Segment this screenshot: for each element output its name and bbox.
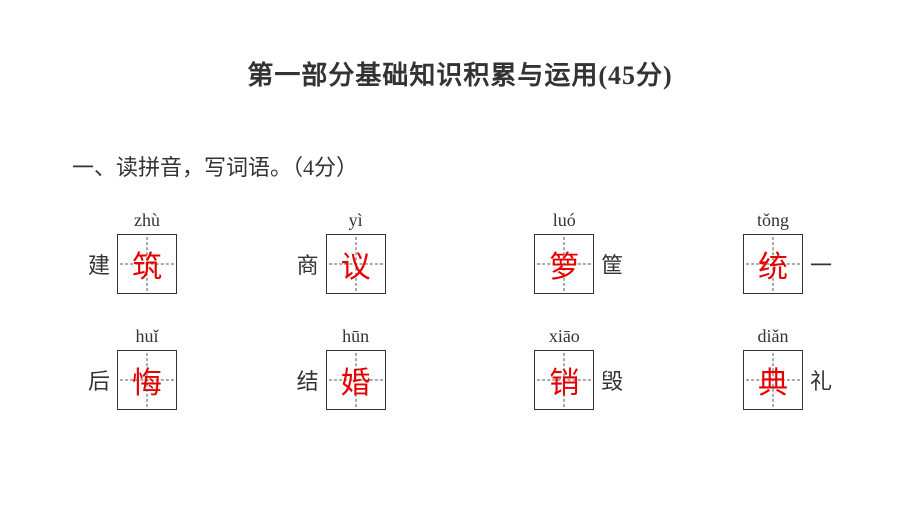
pinyin-label: tǒng bbox=[743, 210, 803, 231]
tian-zi-ge-box: 悔 bbox=[117, 350, 177, 410]
given-char-right: 礼 bbox=[803, 364, 839, 396]
char-item: diǎn 典礼 bbox=[698, 326, 848, 410]
answer-char: 议 bbox=[327, 235, 385, 293]
answer-char: 婚 bbox=[327, 351, 385, 409]
pinyin-label: hūn bbox=[326, 326, 386, 347]
answer-char: 统 bbox=[744, 235, 802, 293]
given-char-right: 毁 bbox=[594, 364, 630, 396]
question-instruction: 一、读拼音，写词语。（4分） bbox=[72, 150, 848, 182]
answer-char: 典 bbox=[744, 351, 802, 409]
answer-char: 销 bbox=[535, 351, 593, 409]
given-char-right: 筐 bbox=[594, 248, 630, 280]
section-title: 第一部分基础知识积累与运用(45分) bbox=[72, 0, 848, 92]
char-item: xiāo 销毁 bbox=[489, 326, 639, 410]
char-line: 商议 bbox=[290, 234, 422, 294]
pinyin-label: luó bbox=[534, 210, 594, 231]
char-line: 结婚 bbox=[290, 350, 422, 410]
answer-char: 悔 bbox=[118, 351, 176, 409]
char-line: 后悔 bbox=[81, 350, 213, 410]
given-char-left: 结 bbox=[290, 364, 326, 396]
tian-zi-ge-box: 议 bbox=[326, 234, 386, 294]
char-line: 销毁 bbox=[498, 350, 630, 410]
char-line: 典礼 bbox=[707, 350, 839, 410]
answer-char: 箩 bbox=[535, 235, 593, 293]
tian-zi-ge-box: 筑 bbox=[117, 234, 177, 294]
tian-zi-ge-box: 销 bbox=[534, 350, 594, 410]
pinyin-label: zhù bbox=[117, 210, 177, 231]
given-char-left: 建 bbox=[81, 248, 117, 280]
grid-row: zhù建筑yì商议luó箩筐tǒng统一 bbox=[72, 210, 848, 294]
grid-row: huǐ后悔hūn结婚xiāo销毁diǎn典礼 bbox=[72, 326, 848, 410]
char-line: 统一 bbox=[707, 234, 839, 294]
tian-zi-ge-box: 箩 bbox=[534, 234, 594, 294]
char-item: hūn结婚 bbox=[281, 326, 431, 410]
given-char-left: 后 bbox=[81, 364, 117, 396]
char-line: 箩筐 bbox=[498, 234, 630, 294]
tian-zi-ge-box: 典 bbox=[743, 350, 803, 410]
char-line: 建筑 bbox=[81, 234, 213, 294]
pinyin-label: xiāo bbox=[534, 326, 594, 347]
tian-zi-ge-box: 统 bbox=[743, 234, 803, 294]
grid-container: zhù建筑yì商议luó箩筐tǒng统一huǐ后悔hūn结婚xiāo销毁diǎn… bbox=[72, 210, 848, 410]
char-item: yì商议 bbox=[281, 210, 431, 294]
char-item: luó 箩筐 bbox=[489, 210, 639, 294]
pinyin-label: yì bbox=[326, 210, 386, 231]
pinyin-label: diǎn bbox=[743, 326, 803, 347]
given-char-left: 商 bbox=[290, 248, 326, 280]
pinyin-label: huǐ bbox=[117, 326, 177, 347]
given-char-right: 一 bbox=[803, 248, 839, 280]
char-item: huǐ后悔 bbox=[72, 326, 222, 410]
char-item: zhù建筑 bbox=[72, 210, 222, 294]
tian-zi-ge-box: 婚 bbox=[326, 350, 386, 410]
answer-char: 筑 bbox=[118, 235, 176, 293]
char-item: tǒng 统一 bbox=[698, 210, 848, 294]
